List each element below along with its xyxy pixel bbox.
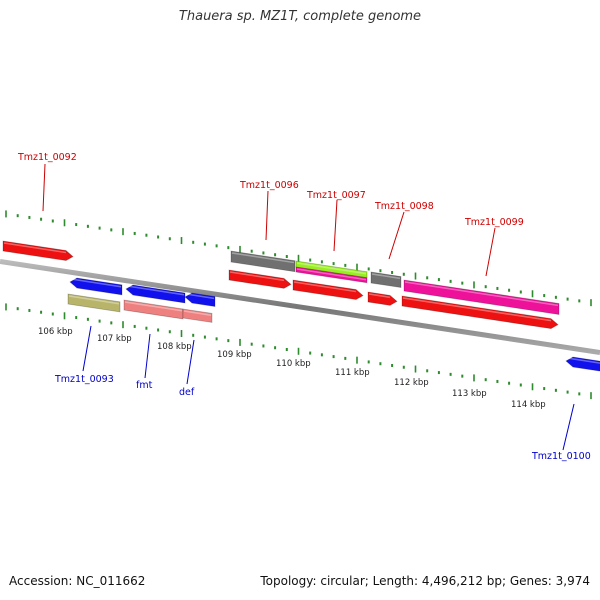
gene-tmz1t-0096-cds[interactable]	[228, 269, 292, 289]
leader-tmz1t-0099	[485, 227, 496, 277]
gene-tmz1t-0096[interactable]	[230, 250, 296, 273]
gene-tmz1t-0097-cds-highlight	[296, 268, 367, 281]
gene-tmz1t-0099[interactable]	[403, 279, 560, 315]
genome-summary-text: Topology: circular; Length: 4,496,212 bp…	[260, 574, 590, 588]
gene-label-tmz1t-0092[interactable]: Tmz1t_0092	[17, 152, 77, 163]
leader-tmz1t-0096	[265, 190, 269, 241]
scale-label: 107 kbp	[97, 334, 132, 344]
inner-scale-ticks	[5, 303, 592, 400]
gene-fmt-cds[interactable]	[123, 299, 184, 320]
gene-tmz1t-0098-cds[interactable]	[367, 291, 398, 306]
gene-label-def[interactable]: def	[179, 387, 195, 398]
gene-def-cds[interactable]	[182, 308, 213, 323]
gene-tmz1t-0099-highlight	[404, 281, 559, 307]
gene-tmz1t-0098-highlight	[371, 273, 401, 280]
label-leader-lines	[42, 163, 575, 451]
gene-tmz1t-0093-cds-highlight	[68, 295, 120, 305]
scale-label: 111 kbp	[335, 368, 370, 378]
gene-tmz1t-0097-red-highlight	[293, 281, 357, 293]
gene-tmz1t-0097-highlight	[296, 262, 367, 275]
gene-tmz1t-0096-cds-highlight	[229, 271, 285, 282]
leader-tmz1t-0098	[388, 211, 405, 260]
scale-label: 114 kbp	[511, 400, 546, 410]
gene-tmz1t-0096-highlight	[231, 252, 295, 264]
leader-tmz1t-0100	[562, 403, 575, 451]
gene-tmz1t-0093-highlight	[70, 278, 122, 288]
gene-def-highlight	[185, 293, 215, 300]
gene-tmz1t-0092[interactable]	[2, 240, 74, 261]
gene-def-cds-highlight	[183, 310, 212, 316]
gene-labels: Tmz1t_0092 Tmz1t_0096 Tmz1t_0097 Tmz1t_0098…	[17, 152, 591, 462]
gene-tmz1t-0092-highlight	[3, 242, 67, 254]
gene-tmz1t-0100-highlight	[566, 357, 600, 364]
leader-fmt	[144, 333, 151, 379]
gene-label-tmz1t-0100[interactable]: Tmz1t_0100	[531, 451, 591, 462]
map-title: Thauera sp. MZ1T, complete genome	[178, 9, 422, 24]
gene-label-tmz1t-0093[interactable]: Tmz1t_0093	[54, 374, 114, 385]
gene-fmt-highlight	[126, 285, 185, 296]
leader-tmz1t-0092	[42, 163, 46, 212]
gene-tmz1t-0097-red[interactable]	[292, 279, 364, 300]
gene-tmz1t-0099-cds[interactable]	[401, 295, 559, 330]
scale-label: 112 kbp	[394, 378, 429, 388]
leader-tmz1t-0093	[82, 325, 92, 372]
gene-fmt-cds-highlight	[124, 301, 183, 312]
scale-label: 113 kbp	[452, 389, 487, 399]
gene-def[interactable]	[184, 292, 216, 308]
accession-text: Accession: NC_011662	[9, 574, 146, 588]
gene-tmz1t-0093-cds[interactable]	[67, 293, 121, 313]
gene-tmz1t-0100[interactable]	[565, 356, 600, 372]
gene-tmz1t-0098[interactable]	[370, 271, 402, 289]
gene-glyphs	[2, 240, 600, 372]
gene-tmz1t-0099-cds-highlight	[402, 297, 552, 322]
leader-def	[186, 339, 195, 385]
gene-fmt[interactable]	[125, 284, 186, 304]
gene-label-tmz1t-0097[interactable]: Tmz1t_0097	[306, 190, 366, 201]
genome-backbone	[0, 259, 600, 355]
scale-label: 110 kbp	[276, 359, 311, 369]
scale-labels: 106 kbp 107 kbp 108 kbp 109 kbp 110 kbp 111 k…	[38, 327, 546, 410]
outer-scale-ticks	[5, 210, 592, 307]
scale-label: 108 kbp	[157, 342, 192, 352]
gene-tmz1t-0093[interactable]	[69, 277, 123, 296]
gene-tmz1t-0097-cds[interactable]	[295, 266, 368, 284]
gene-label-fmt[interactable]: fmt	[136, 380, 153, 391]
gene-tmz1t-0098-cds-highlight	[368, 293, 391, 299]
scale-label: 109 kbp	[217, 350, 252, 360]
gene-label-tmz1t-0099[interactable]: Tmz1t_0099	[464, 217, 524, 228]
gene-label-tmz1t-0096[interactable]: Tmz1t_0096	[239, 180, 299, 191]
leader-tmz1t-0097	[333, 199, 338, 252]
scale-label: 106 kbp	[38, 327, 73, 337]
gene-label-tmz1t-0098[interactable]: Tmz1t_0098	[374, 201, 434, 212]
